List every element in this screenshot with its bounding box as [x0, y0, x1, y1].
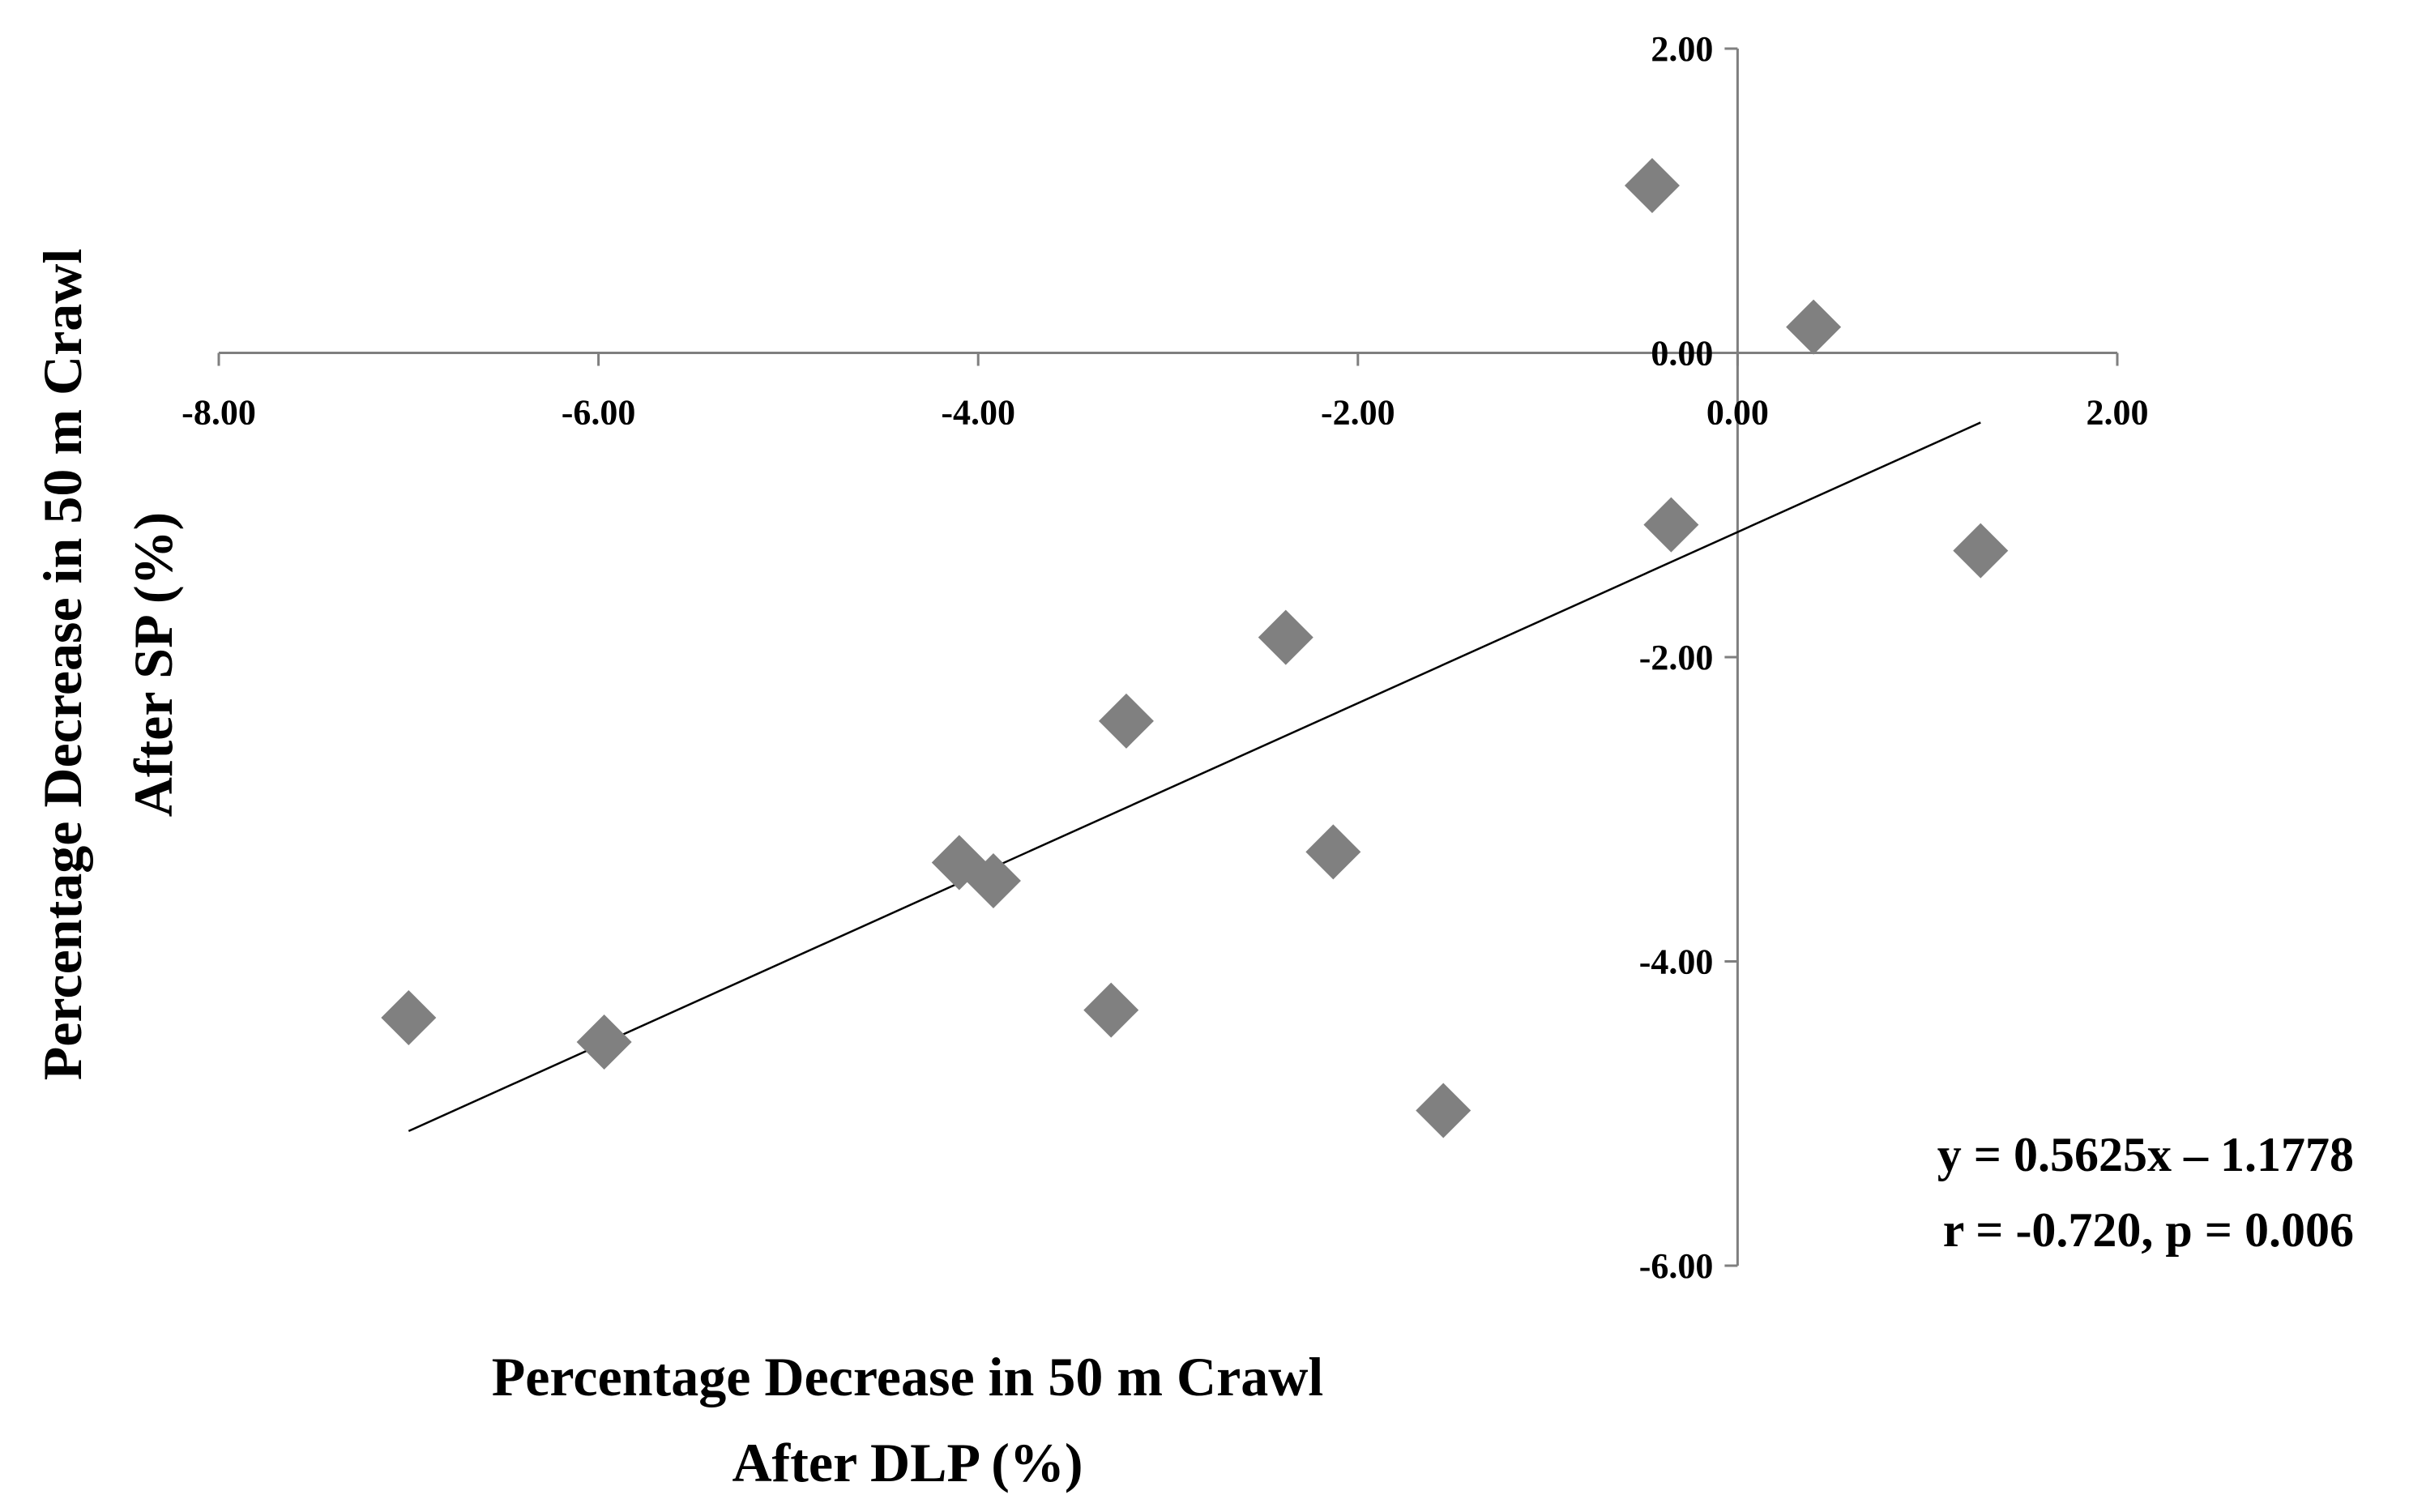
y-tick-label: -4.00: [1639, 942, 1714, 982]
data-point: [1098, 693, 1154, 749]
data-point: [381, 989, 437, 1045]
y-axis-title-line-1: Percentage Decrease in 50 m Crawl: [32, 249, 93, 1081]
regression-equation: y = 0.5625x – 1.1778: [1937, 1128, 2354, 1181]
data-point: [1416, 1083, 1471, 1138]
data-point: [965, 852, 1021, 908]
data-point: [1643, 497, 1699, 553]
trendline: [408, 421, 1981, 1133]
y-axis-ticks: -6.00 -4.00 -2.00 0.00 2.00: [1639, 29, 1738, 1286]
x-axis-title-line-1: Percentage Decrease in 50 m Crawl: [492, 1346, 1324, 1407]
data-point: [1624, 157, 1680, 213]
x-tick-label: 2.00: [2087, 393, 2149, 433]
data-point: [576, 1014, 632, 1070]
data-points: [381, 157, 2009, 1138]
x-tick-label: -4.00: [941, 393, 1015, 433]
y-tick-label: 0.00: [1651, 334, 1713, 374]
y-tick-label: -2.00: [1639, 638, 1714, 677]
data-point: [1305, 824, 1361, 880]
x-tick-label: -2.00: [1321, 393, 1395, 433]
y-tick-label: -6.00: [1639, 1246, 1714, 1286]
correlation-stats: r = -0.720, p = 0.006: [1943, 1203, 2354, 1257]
x-tick-label: -8.00: [182, 393, 256, 433]
data-point: [1258, 609, 1313, 665]
data-point: [1786, 299, 1842, 355]
x-tick-label: -6.00: [562, 393, 636, 433]
data-point: [1083, 982, 1139, 1038]
x-axis-ticks: -8.00 -6.00 -4.00 -2.00 0.00 2.00: [182, 352, 2149, 433]
y-tick-label: 2.00: [1651, 29, 1713, 69]
data-point: [1953, 523, 2009, 579]
y-axis-title-line-2: After SP (%): [122, 512, 184, 817]
x-axis-title-line-2: After DLP (%): [732, 1432, 1083, 1493]
x-tick-label: 0.00: [1706, 393, 1769, 433]
